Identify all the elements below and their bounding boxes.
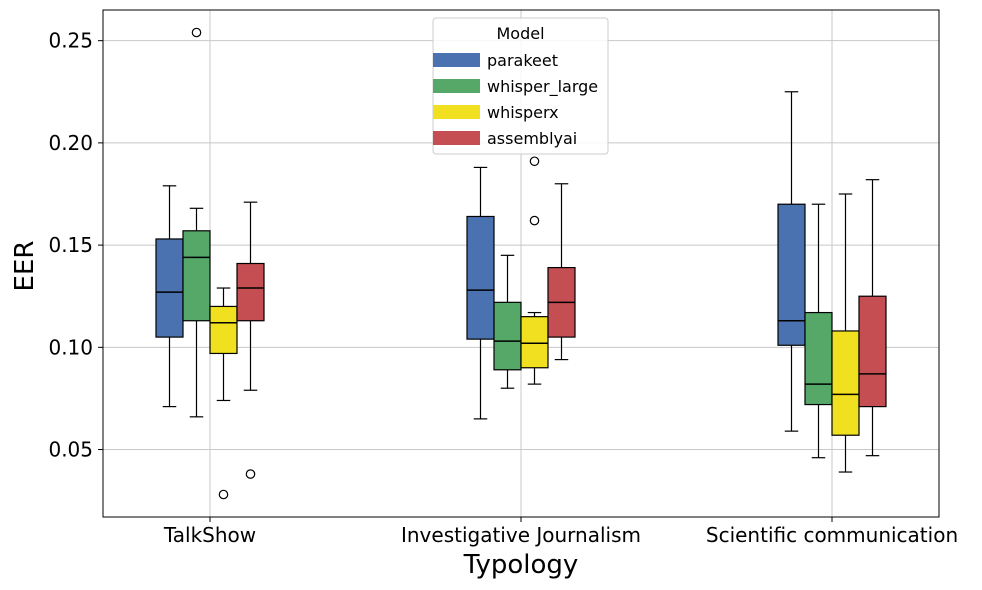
legend-swatch-whisperx: [433, 105, 480, 119]
box-iqr: [804, 311, 833, 406]
y-tick-label: 0.20: [48, 131, 93, 155]
box-assemblyai-1: [547, 183, 576, 361]
legend-label-assemblyai: assemblyai: [487, 129, 577, 148]
legend-label-whisper_large: whisper_large: [487, 77, 598, 97]
box-iqr: [777, 203, 806, 346]
x-axis-label: Typology: [463, 550, 579, 580]
box-iqr: [182, 230, 211, 322]
outlier-point: [245, 469, 256, 479]
box-iqr: [493, 301, 522, 371]
y-axis-label: EER: [10, 241, 40, 292]
x-tick-label: Scientific communication: [706, 523, 958, 547]
y-tick-label: 0.15: [48, 233, 93, 257]
box-iqr: [858, 295, 887, 408]
box-whisperx-1: [520, 156, 549, 385]
box-whisper_large-1: [493, 254, 522, 389]
legend-swatch-assemblyai: [433, 131, 480, 145]
box-iqr: [155, 238, 184, 338]
box-whisperx-2: [831, 193, 860, 473]
x-tick-label: TalkShow: [163, 523, 256, 547]
axes: 0.05 0.10 0.15 0.20 0.25 TalkShow Investigativ…: [48, 29, 958, 547]
box-iqr: [236, 262, 265, 322]
box-parakeet-1: [466, 166, 495, 420]
legend-label-whisperx: whisperx: [487, 103, 559, 122]
box-iqr: [520, 316, 549, 369]
box-whisper_large-2: [804, 203, 833, 459]
legend-swatch-whisper_large: [433, 79, 480, 93]
y-tick-label: 0.25: [48, 29, 93, 53]
x-tick-label: Investigative Journalism: [401, 523, 641, 547]
outlier-point: [191, 27, 202, 38]
outlier-point: [218, 489, 229, 500]
legend: Model parakeet whisper_large whisperx assem…: [432, 17, 609, 155]
outlier-point: [529, 156, 540, 167]
box-iqr: [466, 215, 495, 340]
outlier-point: [529, 215, 540, 226]
box-series: [155, 27, 887, 500]
box-assemblyai-0: [236, 201, 265, 479]
y-tick-label: 0.10: [48, 335, 93, 359]
box-iqr: [831, 330, 860, 436]
box-parakeet-0: [155, 185, 184, 408]
legend-label-parakeet: parakeet: [487, 51, 558, 70]
box-whisperx-0: [209, 287, 238, 500]
y-tick-label: 0.05: [48, 438, 93, 462]
legend-items: parakeet whisper_large whisperx assemblyai: [433, 51, 598, 148]
legend-swatch-parakeet: [433, 53, 480, 67]
box-whisper_large-0: [182, 27, 211, 418]
box-assemblyai-2: [858, 179, 887, 457]
box-parakeet-2: [777, 91, 806, 432]
legend-title: Model: [496, 24, 544, 43]
box-iqr: [209, 305, 238, 355]
